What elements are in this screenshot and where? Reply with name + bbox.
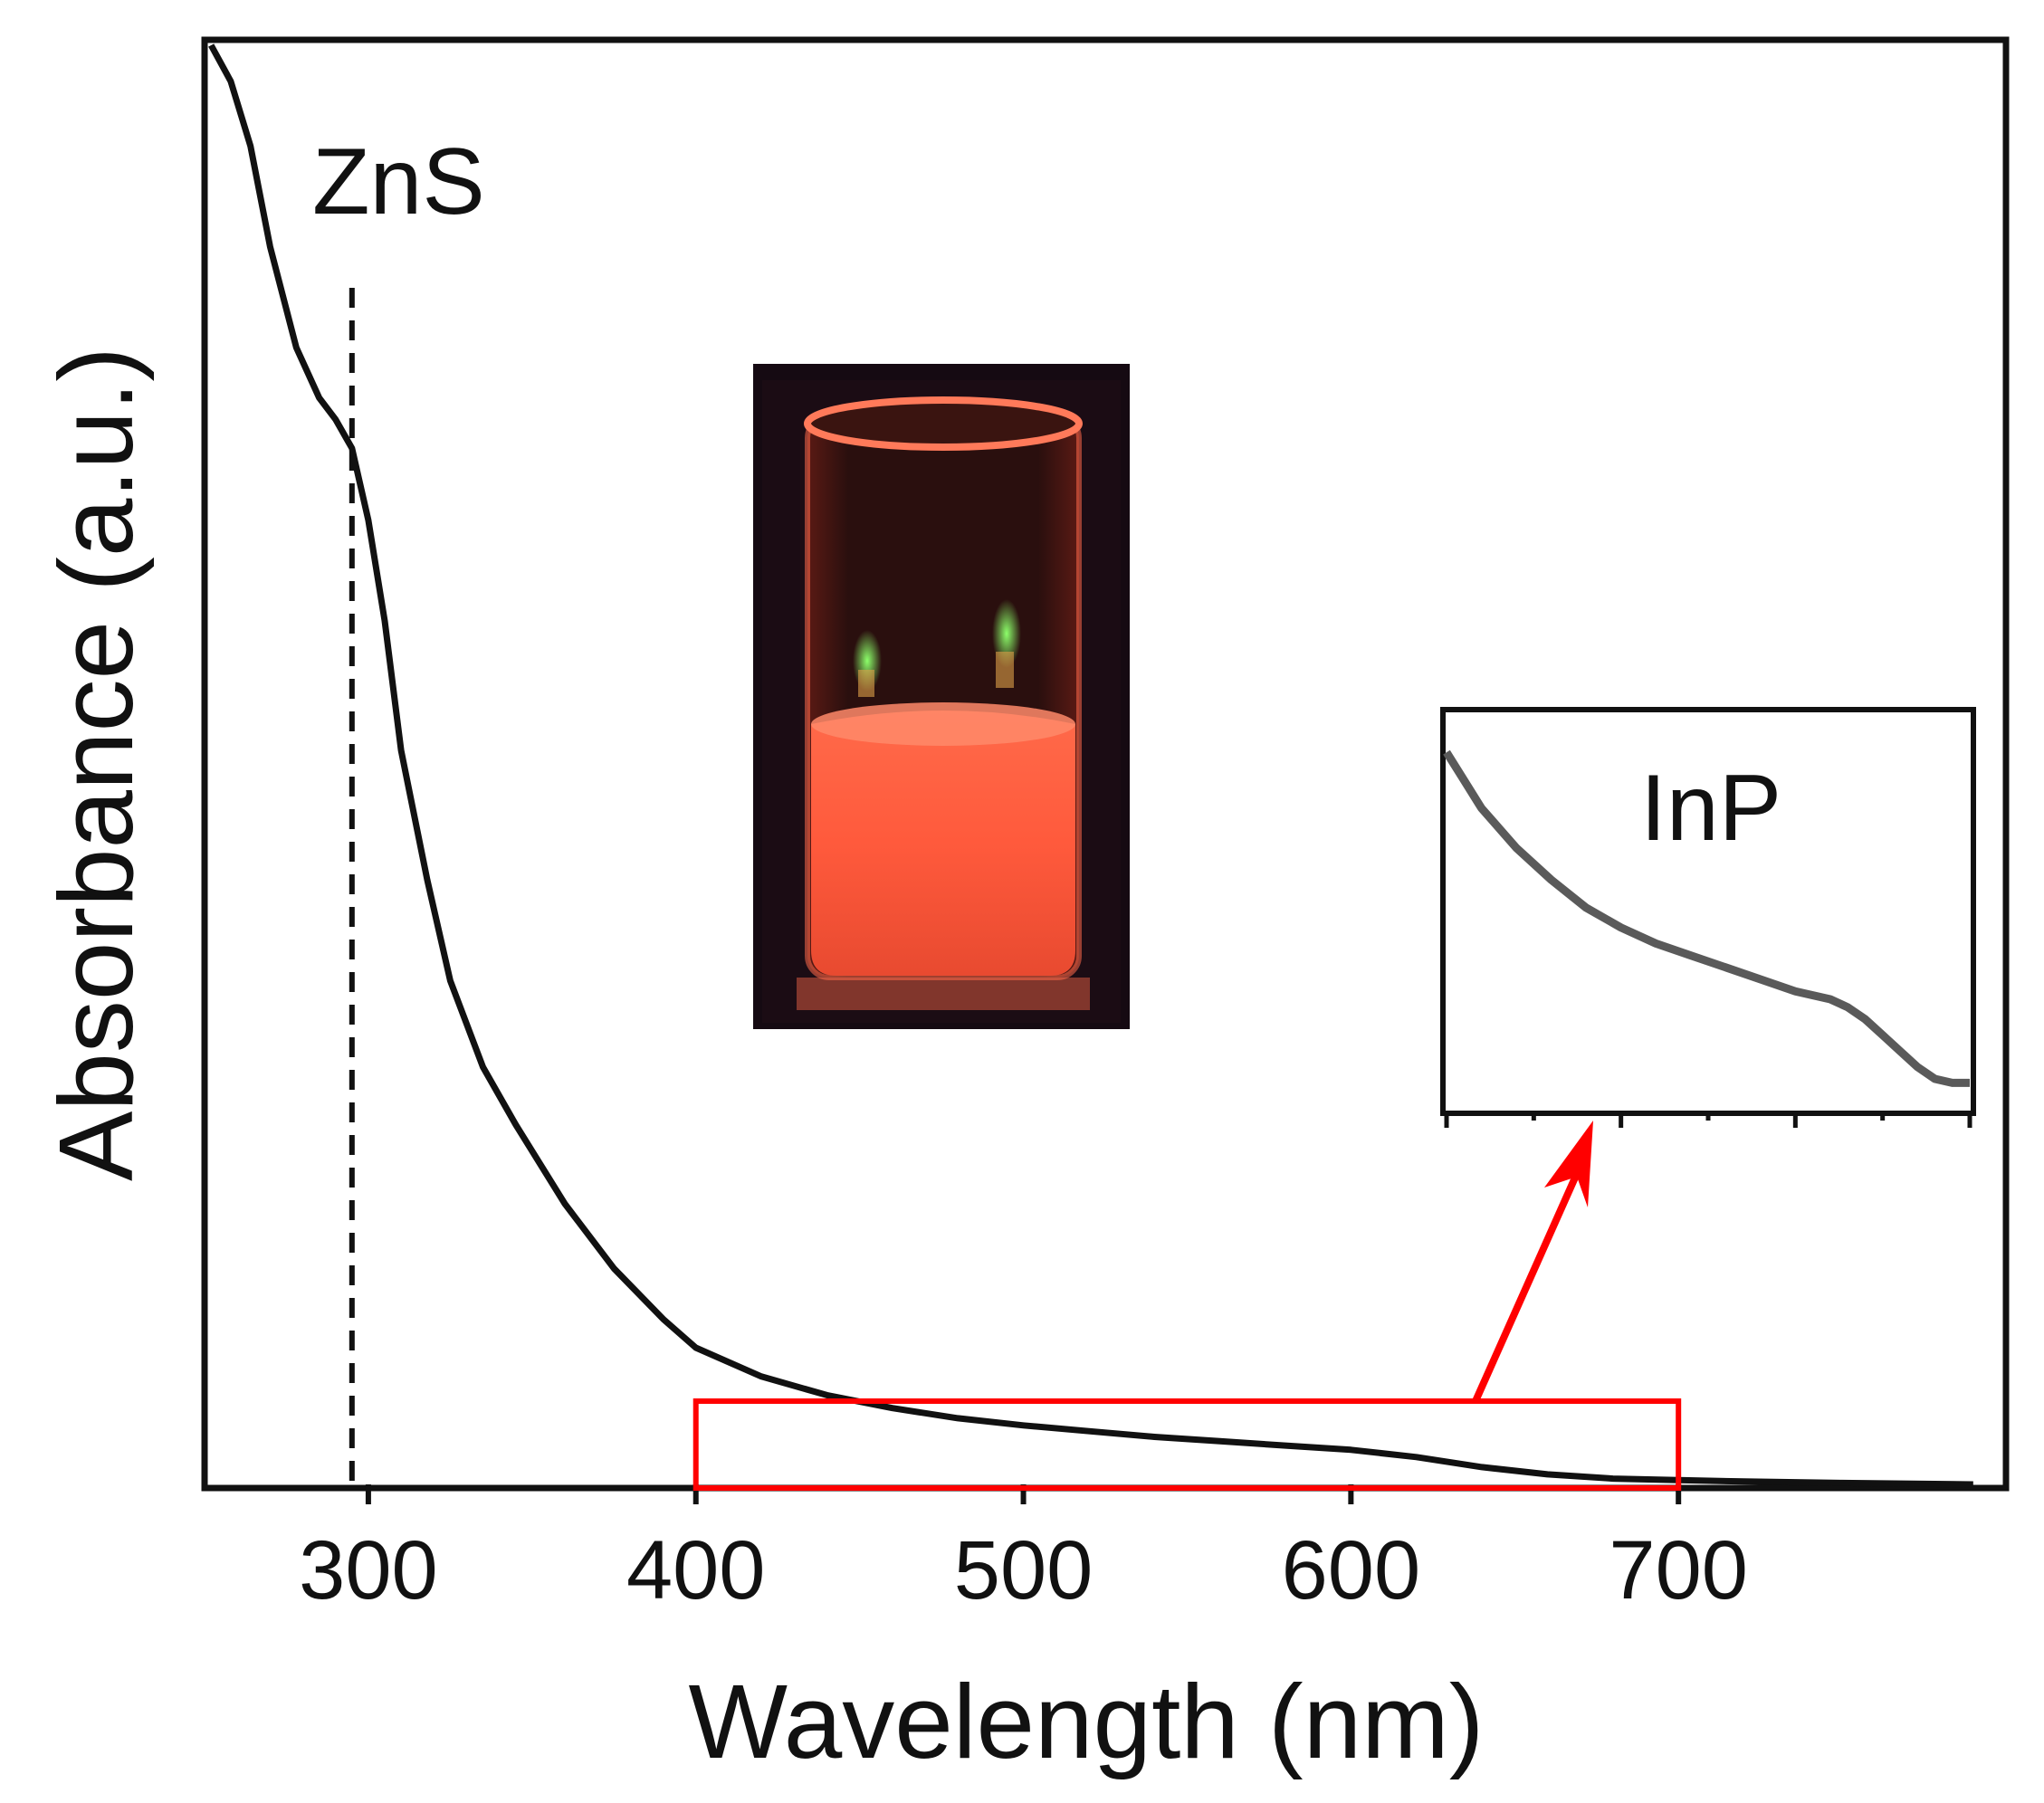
x-tick-label: 600 (1282, 1524, 1421, 1617)
inset-ticks (1444, 1113, 1972, 1128)
x-tick-label: 300 (299, 1524, 438, 1617)
zns-label: ZnS (312, 129, 485, 234)
inset-frame (1440, 707, 1976, 1116)
zoom-highlight-box (692, 1398, 1682, 1491)
vial-liquid (811, 711, 1075, 976)
x-tick-label: 500 (954, 1524, 1094, 1617)
vial-reflection-right (992, 599, 1021, 668)
x-axis-label: Wavelength (nm) (689, 1663, 1485, 1780)
absorbance-curve (208, 43, 1973, 1488)
inset-curve (1443, 749, 1970, 1087)
y-axis-label: Absorbance (a.u.) (37, 347, 155, 1181)
vial-photo (753, 364, 1130, 1029)
x-axis-ticks: 300 400 500 600 700 (299, 1484, 1748, 1617)
zoom-arrow-head (1544, 1121, 1593, 1207)
x-tick-label: 700 (1609, 1524, 1748, 1617)
zoom-arrow-line (1472, 1168, 1582, 1403)
inp-label: InP (1640, 756, 1781, 861)
x-tick-label: 400 (626, 1524, 766, 1617)
vial-rim (804, 396, 1083, 451)
